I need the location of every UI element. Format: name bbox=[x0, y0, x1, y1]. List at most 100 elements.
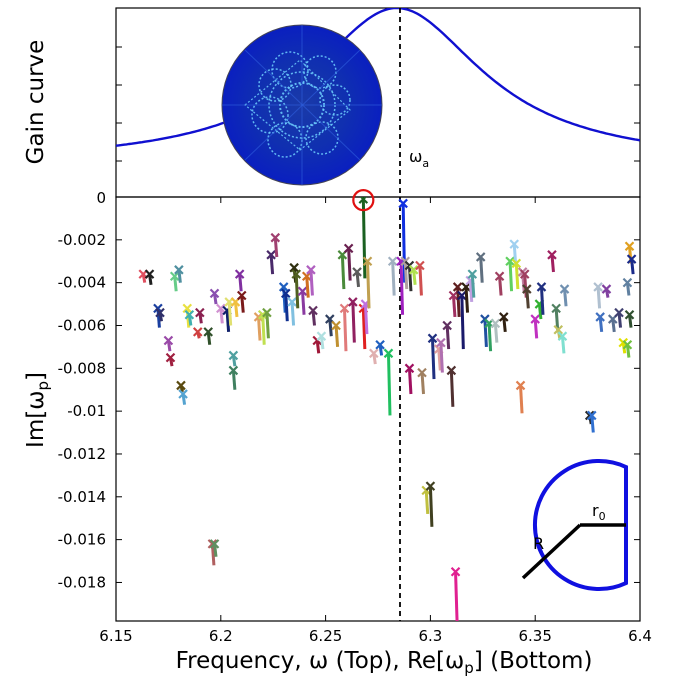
mode-trajectory bbox=[257, 316, 262, 341]
y-tick-label: -0.016 bbox=[58, 531, 106, 549]
mode-cross-marker bbox=[287, 297, 297, 307]
x-axis-label: Frequency, ω (Top), Re[ωp] (Bottom) bbox=[176, 648, 593, 677]
mode-cross-marker bbox=[270, 232, 281, 243]
mode-point bbox=[467, 269, 478, 298]
mode-cross-marker bbox=[289, 262, 299, 273]
mode-trajectory bbox=[493, 323, 499, 343]
mode-point bbox=[436, 337, 446, 373]
mode-cross-marker bbox=[262, 307, 272, 318]
mode-point bbox=[228, 365, 239, 390]
mode-point bbox=[352, 267, 362, 288]
mode-cross-marker bbox=[216, 303, 226, 314]
mode-cross-marker bbox=[169, 271, 180, 282]
mode-cross-marker bbox=[490, 318, 501, 329]
mode-cross-marker bbox=[622, 277, 633, 288]
mode-trajectory bbox=[265, 312, 270, 339]
mode-cross-marker bbox=[228, 350, 239, 361]
mode-point bbox=[421, 485, 431, 515]
mode-cross-marker bbox=[144, 269, 155, 279]
mode-point bbox=[337, 250, 348, 290]
mode-trajectory bbox=[502, 316, 507, 333]
mode-trajectory bbox=[206, 331, 212, 345]
mode-trajectory bbox=[487, 323, 493, 352]
mode-cross-marker bbox=[587, 410, 597, 421]
mode-trajectory bbox=[213, 543, 218, 557]
mode-point bbox=[607, 314, 618, 333]
mode-point bbox=[557, 331, 568, 354]
mode-cross-marker bbox=[457, 290, 467, 301]
mode-trajectory bbox=[430, 338, 436, 380]
mode-point bbox=[270, 232, 281, 258]
mode-cross-marker bbox=[505, 256, 515, 267]
y-tick-label: -0.006 bbox=[58, 316, 106, 334]
mode-trajectory bbox=[428, 486, 434, 527]
mode-point bbox=[457, 290, 467, 350]
mode-trajectory bbox=[340, 254, 346, 290]
mode-trajectory bbox=[479, 256, 484, 283]
mode-trajectory bbox=[483, 318, 488, 347]
mode-trajectory bbox=[464, 286, 470, 313]
mode-point bbox=[230, 297, 241, 318]
r0-label: r0 bbox=[592, 501, 606, 523]
mode-trajectory bbox=[399, 261, 405, 315]
mode-cross-marker bbox=[234, 269, 245, 279]
mode-point bbox=[348, 297, 358, 343]
mode-cross-marker bbox=[511, 258, 522, 269]
mode-trajectory bbox=[537, 303, 543, 320]
mode-point bbox=[383, 348, 394, 416]
mode-trajectory bbox=[407, 265, 413, 292]
mode-cross-marker bbox=[425, 481, 436, 491]
mode-cross-marker bbox=[446, 365, 457, 376]
mode-point bbox=[498, 312, 509, 333]
x-tick-label: 6.15 bbox=[99, 627, 132, 645]
mode-point bbox=[176, 380, 186, 393]
mode-cross-marker bbox=[624, 310, 635, 320]
mode-point bbox=[494, 271, 505, 296]
mode-cross-marker bbox=[369, 348, 379, 359]
mode-trajectory bbox=[525, 288, 530, 309]
mode-point bbox=[522, 284, 532, 309]
mode-trajectory bbox=[363, 303, 369, 335]
mode-cross-marker bbox=[178, 389, 188, 399]
mode-trajectory bbox=[454, 571, 459, 621]
y-tick-label: -0.01 bbox=[67, 402, 106, 420]
mode-trajectory bbox=[625, 282, 631, 296]
mode-trajectory bbox=[451, 295, 457, 318]
mode-cross-marker bbox=[192, 327, 203, 337]
mode-cross-marker bbox=[519, 269, 530, 279]
mode-cross-marker bbox=[467, 269, 478, 279]
mode-trajectory bbox=[630, 258, 635, 275]
mode-point bbox=[547, 250, 557, 273]
mode-point bbox=[306, 265, 316, 296]
radius-label: R bbox=[533, 534, 544, 553]
mode-point bbox=[192, 327, 203, 339]
mode-cross-marker bbox=[398, 198, 408, 209]
mode-cross-marker bbox=[461, 282, 471, 292]
mode-trajectory bbox=[311, 310, 317, 326]
mode-cross-marker bbox=[176, 380, 186, 391]
mode-point bbox=[475, 252, 486, 283]
mode-cross-marker bbox=[547, 250, 557, 260]
mode-point bbox=[331, 320, 341, 348]
mode-point bbox=[417, 367, 427, 395]
mode-trajectory bbox=[412, 269, 417, 285]
mode-cross-marker bbox=[622, 339, 633, 350]
mode-point bbox=[559, 284, 570, 307]
mode-trajectory bbox=[269, 254, 275, 275]
mode-point bbox=[427, 333, 438, 380]
omega-a-label: ωa bbox=[409, 147, 429, 170]
mode-point bbox=[234, 269, 245, 292]
mode-cross-marker bbox=[301, 271, 312, 282]
cavity-outline bbox=[533, 459, 628, 591]
mode-trajectory bbox=[366, 261, 371, 309]
highlighted-mode-circle bbox=[352, 189, 375, 212]
mode-trajectory bbox=[227, 301, 233, 326]
mode-cross-marker bbox=[436, 337, 446, 348]
mode-point bbox=[195, 307, 205, 324]
mode-cross-marker bbox=[408, 265, 419, 275]
mode-cross-marker bbox=[448, 290, 459, 301]
mode-point bbox=[169, 271, 180, 292]
mode-cross-marker bbox=[626, 254, 637, 264]
y-tick-label: -0.018 bbox=[58, 573, 106, 591]
mode-cross-marker bbox=[614, 307, 624, 318]
